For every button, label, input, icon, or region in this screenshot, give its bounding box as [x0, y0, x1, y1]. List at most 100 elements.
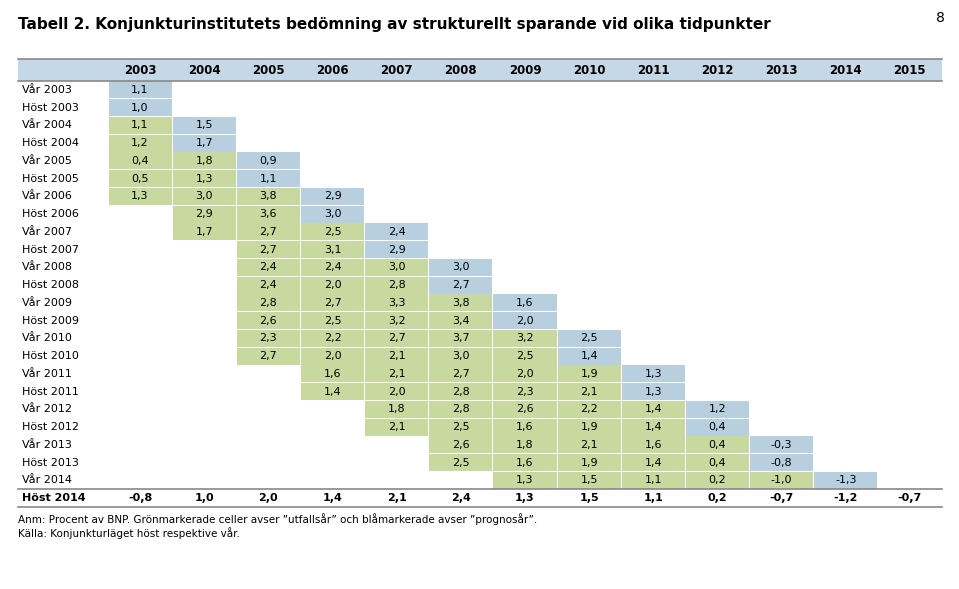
Text: 1,6: 1,6 — [516, 422, 534, 432]
Bar — [365, 294, 429, 312]
Bar — [365, 241, 429, 258]
Bar — [301, 365, 364, 382]
Text: 1,1: 1,1 — [131, 85, 149, 95]
Text: Vår 2011: Vår 2011 — [22, 369, 72, 379]
Bar — [365, 259, 429, 276]
Text: 1,9: 1,9 — [580, 422, 598, 432]
Bar — [301, 348, 364, 365]
Text: 1,6: 1,6 — [516, 458, 534, 468]
Bar — [237, 153, 300, 170]
Bar — [686, 401, 749, 418]
Text: 2,4: 2,4 — [260, 262, 277, 272]
Text: 2,7: 2,7 — [324, 298, 341, 308]
Text: 2014: 2014 — [830, 64, 862, 77]
Bar — [365, 365, 429, 382]
Bar — [18, 59, 942, 81]
Text: 2,1: 2,1 — [387, 351, 406, 361]
Text: Höst 2003: Höst 2003 — [22, 102, 79, 112]
Text: Vår 2014: Vår 2014 — [22, 475, 72, 485]
Text: 3,0: 3,0 — [324, 209, 341, 219]
Bar — [365, 312, 429, 329]
Text: 8: 8 — [936, 11, 945, 25]
Bar — [108, 153, 172, 170]
Bar — [365, 401, 429, 418]
Text: 2,9: 2,9 — [196, 209, 213, 219]
Bar — [557, 436, 620, 454]
Text: 2006: 2006 — [316, 64, 349, 77]
Text: Höst 2008: Höst 2008 — [22, 280, 79, 290]
Text: 1,4: 1,4 — [580, 351, 598, 361]
Bar — [173, 188, 236, 205]
Text: 2,1: 2,1 — [387, 369, 406, 379]
Bar — [237, 206, 300, 223]
Text: 2,3: 2,3 — [260, 333, 277, 343]
Text: Höst 2006: Höst 2006 — [22, 209, 79, 219]
Text: 3,0: 3,0 — [388, 262, 406, 272]
Bar — [430, 401, 492, 418]
Text: 2,4: 2,4 — [324, 262, 341, 272]
Bar — [237, 348, 300, 365]
Text: Höst 2007: Höst 2007 — [22, 244, 79, 254]
Bar — [365, 383, 429, 400]
Text: 1,3: 1,3 — [644, 369, 662, 379]
Text: 1,5: 1,5 — [580, 475, 597, 485]
Bar — [430, 454, 492, 471]
Bar — [301, 259, 364, 276]
Text: 2,3: 2,3 — [516, 386, 534, 396]
Text: 2,9: 2,9 — [387, 244, 406, 254]
Text: 2,4: 2,4 — [260, 280, 277, 290]
Bar — [173, 134, 236, 152]
Bar — [173, 117, 236, 134]
Bar — [621, 472, 685, 489]
Text: 2,5: 2,5 — [516, 351, 534, 361]
Text: Höst 2014: Höst 2014 — [22, 493, 85, 503]
Bar — [494, 294, 556, 312]
Text: 2,8: 2,8 — [260, 298, 277, 308]
Text: 2,7: 2,7 — [387, 333, 406, 343]
Text: 1,2: 1,2 — [131, 138, 149, 148]
Text: 2008: 2008 — [445, 64, 478, 77]
Bar — [237, 241, 300, 258]
Bar — [430, 330, 492, 347]
Bar — [301, 188, 364, 205]
Text: Vår 2005: Vår 2005 — [22, 156, 72, 166]
Bar — [686, 472, 749, 489]
Text: 2,2: 2,2 — [580, 405, 598, 415]
Bar — [621, 419, 685, 436]
Bar — [301, 330, 364, 347]
Bar — [237, 277, 300, 294]
Text: 2,0: 2,0 — [516, 369, 534, 379]
Text: Höst 2012: Höst 2012 — [22, 422, 79, 432]
Text: 1,4: 1,4 — [644, 422, 662, 432]
Bar — [430, 383, 492, 400]
Bar — [557, 365, 620, 382]
Text: 1,1: 1,1 — [644, 475, 662, 485]
Text: 3,6: 3,6 — [260, 209, 277, 219]
Bar — [686, 436, 749, 454]
Bar — [621, 401, 685, 418]
Bar — [108, 170, 172, 187]
Text: 3,0: 3,0 — [196, 191, 213, 201]
Text: -1,2: -1,2 — [833, 493, 858, 503]
Text: Höst 2004: Höst 2004 — [22, 138, 79, 148]
Text: Källa: Konjunkturläget höst respektive vår.: Källa: Konjunkturläget höst respektive v… — [18, 527, 240, 539]
Text: 1,4: 1,4 — [322, 493, 342, 503]
Bar — [430, 436, 492, 454]
Bar — [494, 436, 556, 454]
Bar — [173, 206, 236, 223]
Bar — [557, 383, 620, 400]
Text: 1,9: 1,9 — [580, 369, 598, 379]
Text: Höst 2013: Höst 2013 — [22, 458, 79, 468]
Bar — [557, 419, 620, 436]
Bar — [557, 472, 620, 489]
Bar — [494, 472, 556, 489]
Text: 0,4: 0,4 — [709, 422, 726, 432]
Text: 2010: 2010 — [573, 64, 605, 77]
Text: Vår 2007: Vår 2007 — [22, 227, 72, 237]
Text: 1,8: 1,8 — [516, 440, 534, 450]
Text: 2,5: 2,5 — [452, 422, 470, 432]
Text: 1,7: 1,7 — [196, 138, 213, 148]
Text: 1,3: 1,3 — [196, 174, 213, 184]
Text: 2,0: 2,0 — [387, 386, 406, 396]
Text: Höst 2010: Höst 2010 — [22, 351, 79, 361]
